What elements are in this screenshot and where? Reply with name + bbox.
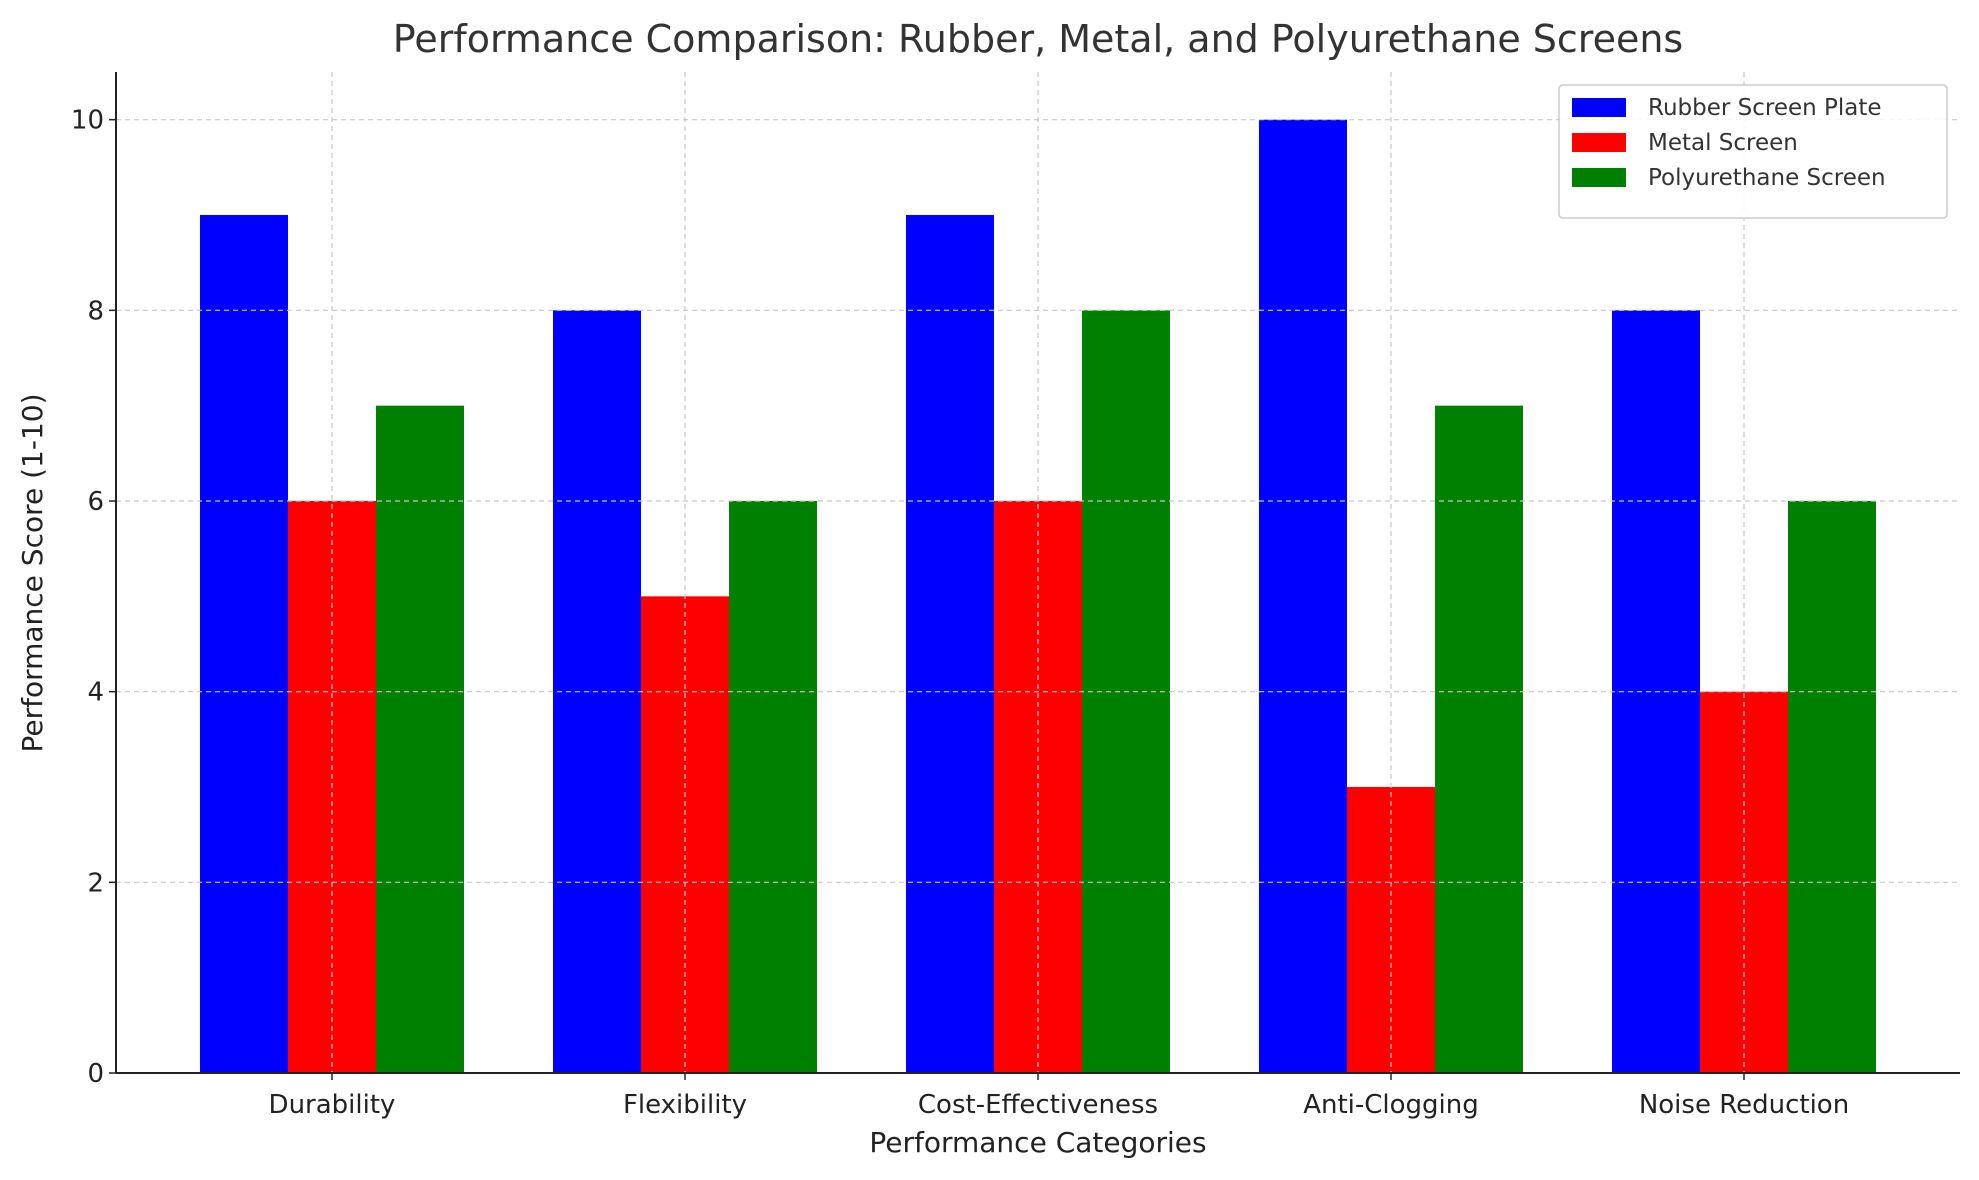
legend: Rubber Screen Plate Metal Screen Polyureth… xyxy=(1558,84,1948,219)
x-tick-label: Durability xyxy=(269,1090,396,1120)
y-tick-label: 10 xyxy=(71,106,104,136)
x-tick-label: Cost-Effectiveness xyxy=(918,1090,1158,1120)
y-tick-label: 0 xyxy=(87,1059,104,1089)
y-tick-label: 2 xyxy=(87,868,104,898)
legend-label: Rubber Screen Plate xyxy=(1648,95,1882,121)
x-tick-label: Noise Reduction xyxy=(1639,1090,1849,1120)
legend-swatch xyxy=(1572,133,1626,152)
x-axis-label: Performance Categories xyxy=(869,1126,1206,1159)
bar-polyurethane-screen xyxy=(729,501,817,1073)
x-tick-label: Flexibility xyxy=(623,1090,747,1120)
bar-polyurethane-screen xyxy=(1435,405,1523,1074)
y-tick-label: 4 xyxy=(87,678,104,708)
y-tick-label: 6 xyxy=(87,487,104,517)
legend-label: Metal Screen xyxy=(1648,130,1798,156)
bar-polyurethane-screen xyxy=(1788,501,1876,1073)
y-axis-label: Performance Score (1-10) xyxy=(16,393,49,752)
bar-rubber-screen-plate xyxy=(906,215,994,1073)
x-tick-label: Anti-Clogging xyxy=(1303,1090,1479,1120)
legend-label: Polyurethane Screen xyxy=(1648,165,1886,191)
legend-swatch xyxy=(1572,98,1626,117)
chart-title: Performance Comparison: Rubber, Metal, a… xyxy=(393,17,1683,61)
bar-rubber-screen-plate xyxy=(200,215,288,1073)
legend-frame xyxy=(1558,84,1948,219)
y-tick-label: 8 xyxy=(87,296,104,326)
bar-polyurethane-screen xyxy=(376,405,464,1074)
legend-swatch xyxy=(1572,168,1626,187)
bar-rubber-screen-plate xyxy=(1259,119,1347,1073)
